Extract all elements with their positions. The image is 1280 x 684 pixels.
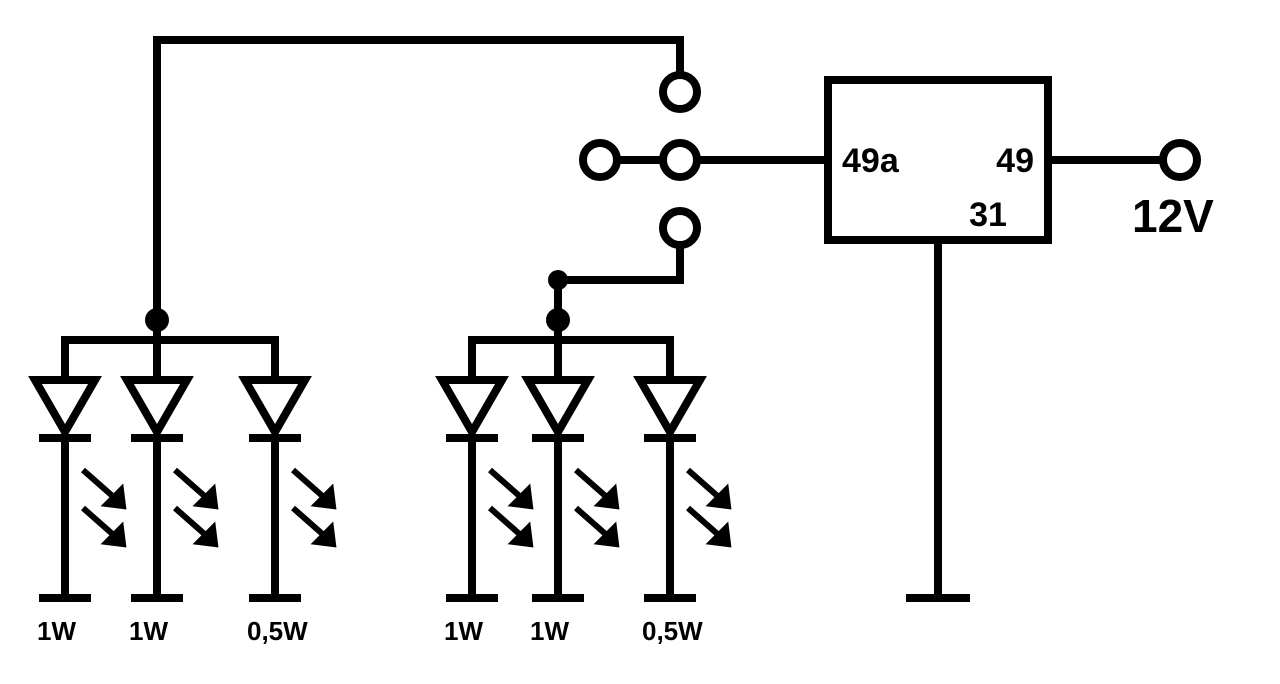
switch-common (663, 143, 697, 177)
led-power-label: 0,5W (642, 616, 703, 646)
led-icon (245, 380, 305, 432)
led-icon (127, 380, 187, 432)
led-power-label: 1W (530, 616, 569, 646)
switch-pole-top (663, 75, 697, 109)
led-power-label: 0,5W (247, 616, 308, 646)
led-power-label: 1W (444, 616, 483, 646)
led-icon (442, 380, 502, 432)
schematic: 49a 49 31 12V 1W 1W 0,5W 1W 1W 0,5W (0, 0, 1280, 684)
relay-pin-49: 49 (996, 142, 1034, 180)
relay-pin-31: 31 (969, 196, 1007, 234)
switch-left-terminal (583, 143, 617, 177)
led-icon (35, 380, 95, 432)
relay-pin-49a: 49a (842, 142, 900, 180)
supply-label: 12V (1132, 190, 1214, 242)
switch-pole-bottom (663, 211, 697, 245)
led-power-label: 1W (37, 616, 76, 646)
led-icon (640, 380, 700, 432)
led-icon (528, 380, 588, 432)
supply-terminal (1163, 143, 1197, 177)
led-power-label: 1W (129, 616, 168, 646)
